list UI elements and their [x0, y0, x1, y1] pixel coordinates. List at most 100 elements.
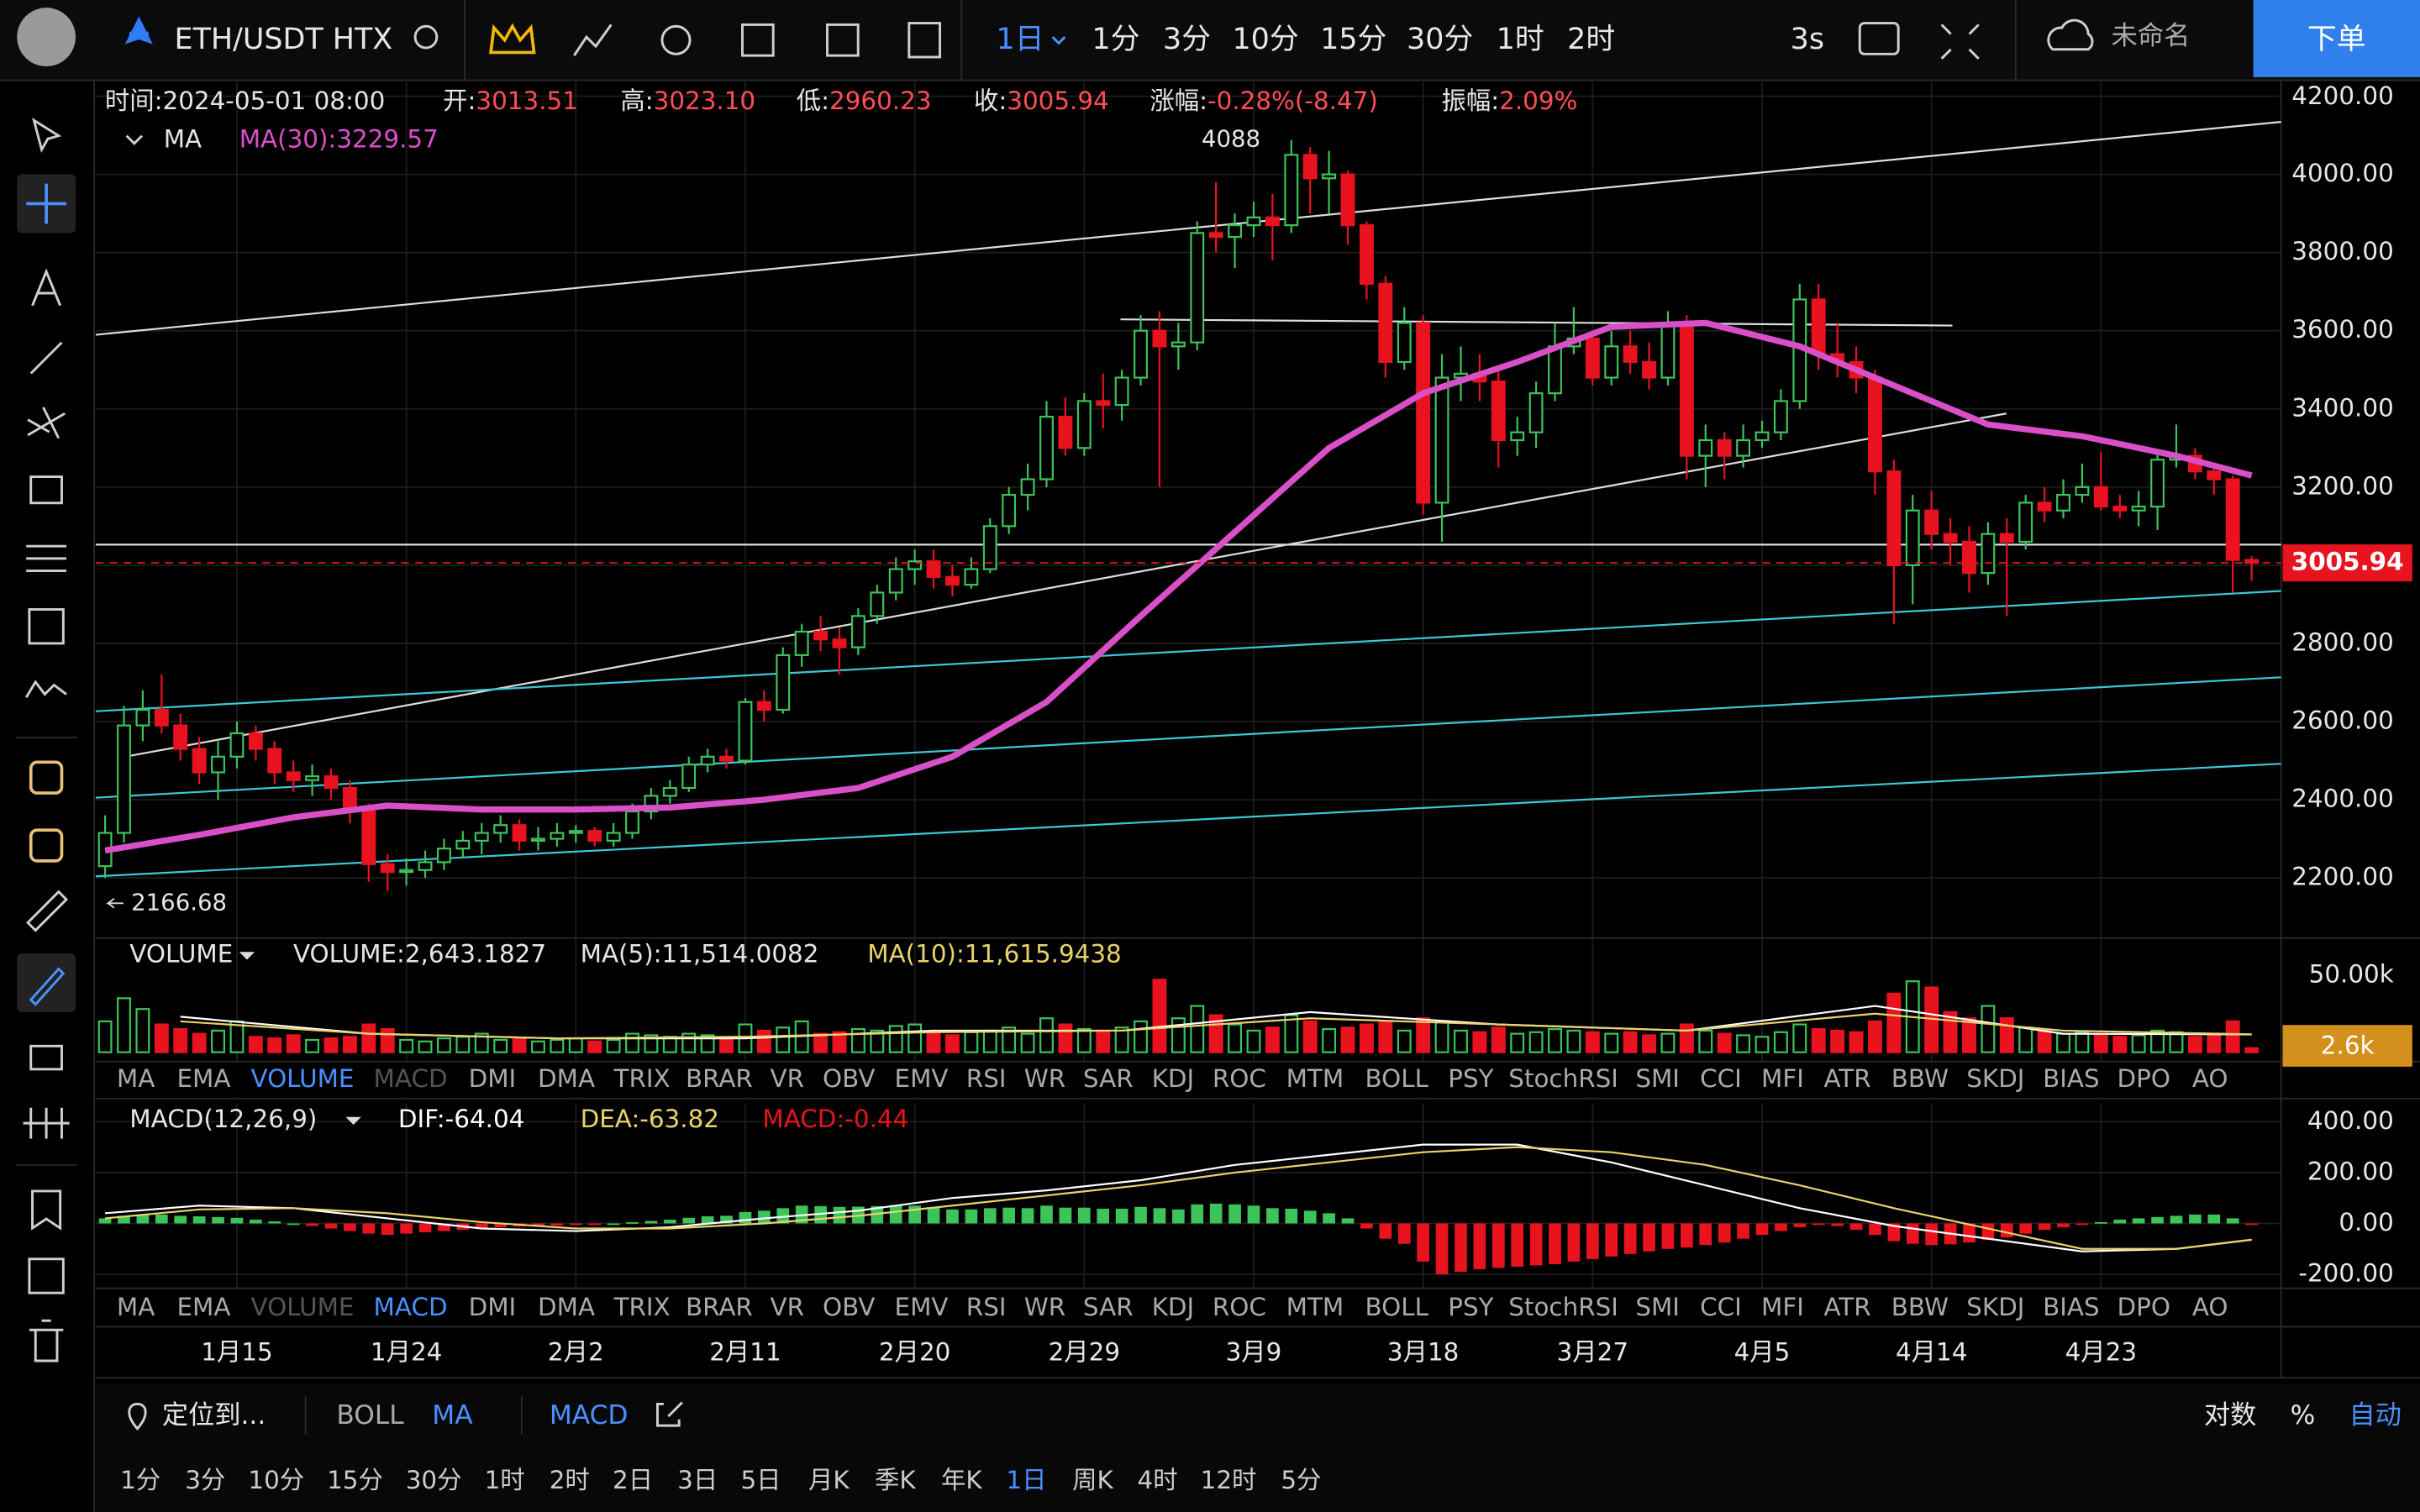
- interval[interactable]: 1时: [1497, 23, 1544, 56]
- indicator-tab[interactable]: AO: [2192, 1293, 2228, 1321]
- main-indicator[interactable]: MA: [432, 1400, 473, 1431]
- indicator-tab[interactable]: MA: [117, 1293, 155, 1321]
- ma-toggle[interactable]: MA: [164, 125, 202, 154]
- pattern-tool[interactable]: [24, 680, 67, 698]
- period[interactable]: 30分: [406, 1466, 462, 1494]
- refresh-rate[interactable]: 3s: [1791, 23, 1824, 56]
- scale-option[interactable]: %: [2291, 1400, 2316, 1431]
- indicator-tab[interactable]: ROC: [1213, 1293, 1266, 1321]
- indicator-tab[interactable]: MACD: [374, 1293, 448, 1321]
- indicator-tab[interactable]: BOLL: [1365, 1064, 1428, 1093]
- period[interactable]: 周K: [1072, 1466, 1113, 1494]
- indicator-tab[interactable]: EMV: [895, 1293, 949, 1321]
- indicator-tab[interactable]: SMI: [1635, 1064, 1680, 1093]
- indicator-tab[interactable]: SMI: [1635, 1293, 1680, 1321]
- interval[interactable]: 1分: [1092, 23, 1139, 56]
- indicator-tab[interactable]: BBW: [1891, 1064, 1949, 1093]
- trend-line[interactable]: [95, 121, 2281, 336]
- interval[interactable]: 2时: [1567, 23, 1615, 56]
- period[interactable]: 1日: [1006, 1466, 1046, 1494]
- indicator-tab[interactable]: EMA: [176, 1064, 230, 1093]
- lock-tool[interactable]: [29, 1044, 63, 1071]
- crosshair-tool[interactable]: [26, 183, 66, 224]
- fullscreen-icon[interactable]: [1940, 24, 1980, 60]
- indicator-tab[interactable]: DPO: [2117, 1293, 2170, 1321]
- period[interactable]: 10分: [248, 1466, 304, 1494]
- channel-tool[interactable]: [26, 544, 66, 573]
- indicator-tab[interactable]: DPO: [2117, 1064, 2170, 1093]
- indicator-tab[interactable]: PSY: [1448, 1064, 1493, 1093]
- favorite-star[interactable]: [124, 16, 153, 45]
- indicator-tab[interactable]: ATR: [1823, 1064, 1870, 1093]
- indicator-tab[interactable]: CCI: [1700, 1293, 1742, 1321]
- text-tool[interactable]: [31, 268, 61, 307]
- channel-line[interactable]: [95, 590, 2281, 712]
- logo[interactable]: [17, 8, 76, 66]
- line-tool[interactable]: [29, 341, 63, 375]
- measure-tool[interactable]: [28, 608, 65, 645]
- period[interactable]: 4时: [1138, 1466, 1178, 1494]
- symbol[interactable]: ETH/USDT HTX: [175, 23, 393, 56]
- camera-icon[interactable]: [1858, 22, 1900, 55]
- indicator-tab[interactable]: BRAR: [686, 1293, 753, 1321]
- period[interactable]: 1时: [485, 1466, 525, 1494]
- indicator-tab[interactable]: DMI: [469, 1293, 517, 1321]
- indicator-tab[interactable]: StochRSI: [1508, 1064, 1618, 1093]
- interval[interactable]: 10分: [1232, 23, 1298, 56]
- panel-title[interactable]: VOLUME: [129, 939, 233, 968]
- indicator-tab[interactable]: DMI: [469, 1064, 517, 1093]
- indicator-tab[interactable]: SKDJ: [1966, 1293, 2024, 1321]
- split-icon[interactable]: [908, 22, 942, 59]
- edit-icon[interactable]: [655, 1401, 683, 1427]
- period[interactable]: 5日: [740, 1466, 781, 1494]
- fib-tool[interactable]: [27, 407, 66, 439]
- period[interactable]: 2时: [550, 1466, 590, 1494]
- indicator-tab[interactable]: BIAS: [2043, 1064, 2100, 1093]
- indicator-tab[interactable]: SAR: [1083, 1064, 1134, 1093]
- indicator-tab[interactable]: MFI: [1761, 1293, 1804, 1321]
- period[interactable]: 月K: [808, 1466, 850, 1494]
- layout-icon[interactable]: [826, 23, 860, 57]
- indicator-icon[interactable]: [573, 24, 613, 56]
- period[interactable]: 2日: [613, 1466, 653, 1494]
- scale-option[interactable]: 对数: [2204, 1400, 2256, 1431]
- indicator-tab[interactable]: BIAS: [2043, 1293, 2100, 1321]
- workspace-name[interactable]: 未命名: [2112, 21, 2191, 51]
- indicator-tab[interactable]: BBW: [1891, 1293, 1949, 1321]
- period[interactable]: 年K: [941, 1466, 982, 1494]
- interval[interactable]: 3分: [1163, 23, 1211, 56]
- bookmark-tool[interactable]: [31, 1189, 62, 1231]
- indicator-tab[interactable]: EMA: [176, 1293, 230, 1321]
- indicator-tab[interactable]: MA: [117, 1064, 155, 1093]
- period[interactable]: 3日: [677, 1466, 718, 1494]
- indicator-tab[interactable]: VR: [770, 1064, 804, 1093]
- indicator-tab[interactable]: VOLUME: [250, 1064, 354, 1093]
- panel-dropdown[interactable]: [345, 1116, 361, 1125]
- object-tree-tool[interactable]: [28, 1257, 65, 1294]
- cursor-tool[interactable]: [32, 118, 62, 154]
- crown-icon[interactable]: [489, 23, 536, 55]
- order-button[interactable]: [2253, 0, 2420, 77]
- search-icon[interactable]: [413, 24, 439, 50]
- indicator-tab[interactable]: DMA: [538, 1064, 595, 1093]
- channel-line[interactable]: [95, 676, 2281, 799]
- locate-button[interactable]: 定位到...: [162, 1400, 266, 1431]
- indicator-tab[interactable]: KDJ: [1152, 1293, 1195, 1321]
- interval[interactable]: 15分: [1320, 23, 1386, 56]
- collapse-icon[interactable]: [125, 134, 144, 145]
- magnet-tool[interactable]: [29, 760, 64, 795]
- indicator-tab[interactable]: PSY: [1448, 1293, 1493, 1321]
- ruler-tool[interactable]: [25, 890, 69, 932]
- period[interactable]: 12时: [1201, 1466, 1257, 1494]
- indicator-tab[interactable]: RSI: [966, 1064, 1007, 1093]
- delete-tool[interactable]: [29, 1319, 64, 1362]
- indicator-tab[interactable]: ATR: [1823, 1293, 1870, 1321]
- indicator-tab[interactable]: VOLUME: [250, 1293, 354, 1321]
- indicator-tab[interactable]: AO: [2192, 1064, 2228, 1093]
- indicator-tab[interactable]: TRIX: [613, 1064, 671, 1093]
- indicator-tab[interactable]: MACD: [374, 1064, 448, 1093]
- indicator-tab[interactable]: OBV: [823, 1064, 875, 1093]
- indicator-tab[interactable]: BRAR: [686, 1064, 753, 1093]
- interval[interactable]: 30分: [1407, 23, 1473, 56]
- indicator-tab[interactable]: TRIX: [613, 1293, 671, 1321]
